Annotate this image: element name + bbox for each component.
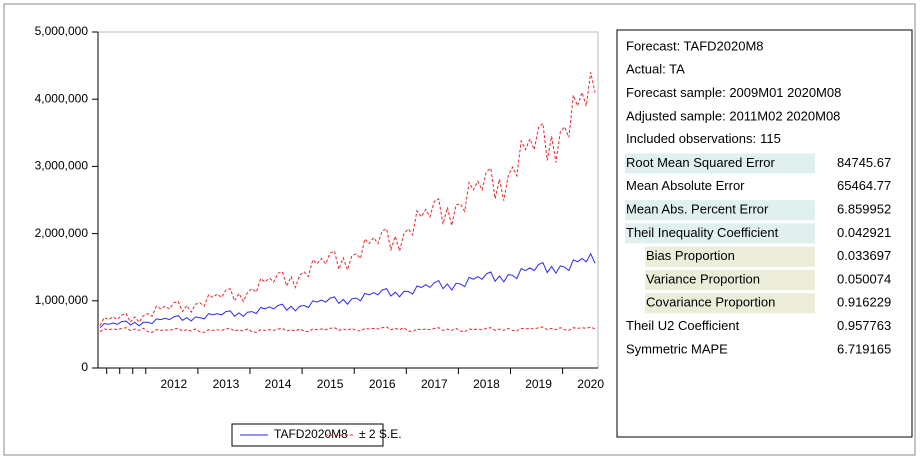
series-line bbox=[99, 72, 596, 326]
stats-label: Symmetric MAPE bbox=[626, 341, 728, 356]
obs-label: Included observations: bbox=[626, 132, 756, 147]
x-tick-label: 2020 bbox=[577, 377, 604, 391]
legend-box bbox=[231, 423, 384, 447]
stats-value: 84745.67 bbox=[837, 155, 891, 170]
x-tick-label: 2014 bbox=[265, 377, 292, 391]
x-tick-label: 2017 bbox=[421, 377, 448, 391]
series-line bbox=[99, 252, 596, 329]
x-tick-label: 2013 bbox=[213, 377, 240, 391]
stats-header: Actual: TA bbox=[626, 62, 685, 77]
y-tick-label: 4,000,000 bbox=[35, 91, 89, 105]
stats-value: 6.719165 bbox=[837, 341, 891, 356]
stats-header: Adjusted sample: 2011M02 2020M08 bbox=[626, 108, 840, 123]
y-tick-label: 2,000,000 bbox=[35, 226, 89, 240]
stats-header: Included observations: 115 bbox=[626, 132, 781, 147]
stats-value: 6.859952 bbox=[837, 202, 891, 217]
stats-label: Theil Inequality Coefficient bbox=[626, 225, 779, 240]
row-highlight bbox=[645, 246, 815, 267]
row-highlight bbox=[625, 223, 815, 244]
y-tick-label: 0 bbox=[81, 360, 88, 374]
obs-value: 115 bbox=[760, 132, 781, 147]
x-tick-label: 2016 bbox=[369, 377, 396, 391]
stats-value: 0.957763 bbox=[837, 318, 891, 333]
stats-value: 0.050074 bbox=[837, 271, 891, 286]
row-highlight bbox=[645, 270, 815, 290]
stats-label: Root Mean Squared Error bbox=[626, 155, 776, 170]
stats-header: Forecast: TAFD2020M8 bbox=[626, 38, 764, 53]
row-highlight bbox=[625, 200, 815, 221]
stats-value: 65464.77 bbox=[837, 178, 891, 193]
stats-label: Bias Proportion bbox=[646, 248, 735, 263]
stats-label: Variance Proportion bbox=[646, 271, 760, 286]
legend-label: ± 2 S.E. bbox=[359, 427, 402, 441]
y-tick-label: 3,000,000 bbox=[35, 159, 89, 173]
stats-value: 0.916229 bbox=[837, 295, 891, 310]
row-highlight bbox=[625, 153, 815, 174]
stats-label: Mean Absolute Error bbox=[626, 178, 745, 193]
stats-label: Mean Abs. Percent Error bbox=[626, 202, 769, 217]
row-highlight bbox=[645, 293, 815, 314]
x-tick-label: 2019 bbox=[525, 377, 552, 391]
series-line bbox=[99, 326, 596, 333]
stats-label: Theil U2 Coefficient bbox=[626, 318, 740, 333]
stats-header: Forecast sample: 2009M01 2020M08 bbox=[626, 85, 841, 100]
y-tick-label: 1,000,000 bbox=[35, 293, 89, 307]
y-tick-label: 5,000,000 bbox=[35, 24, 89, 38]
x-tick-label: 2018 bbox=[473, 377, 500, 391]
stats-value: 0.042921 bbox=[837, 225, 891, 240]
x-tick-label: 2015 bbox=[317, 377, 344, 391]
stats-label: Covariance Proportion bbox=[646, 295, 775, 310]
x-tick-label: 2012 bbox=[160, 377, 187, 391]
legend-label: TAFD2020M8 bbox=[274, 427, 348, 441]
stats-value: 0.033697 bbox=[837, 248, 891, 263]
